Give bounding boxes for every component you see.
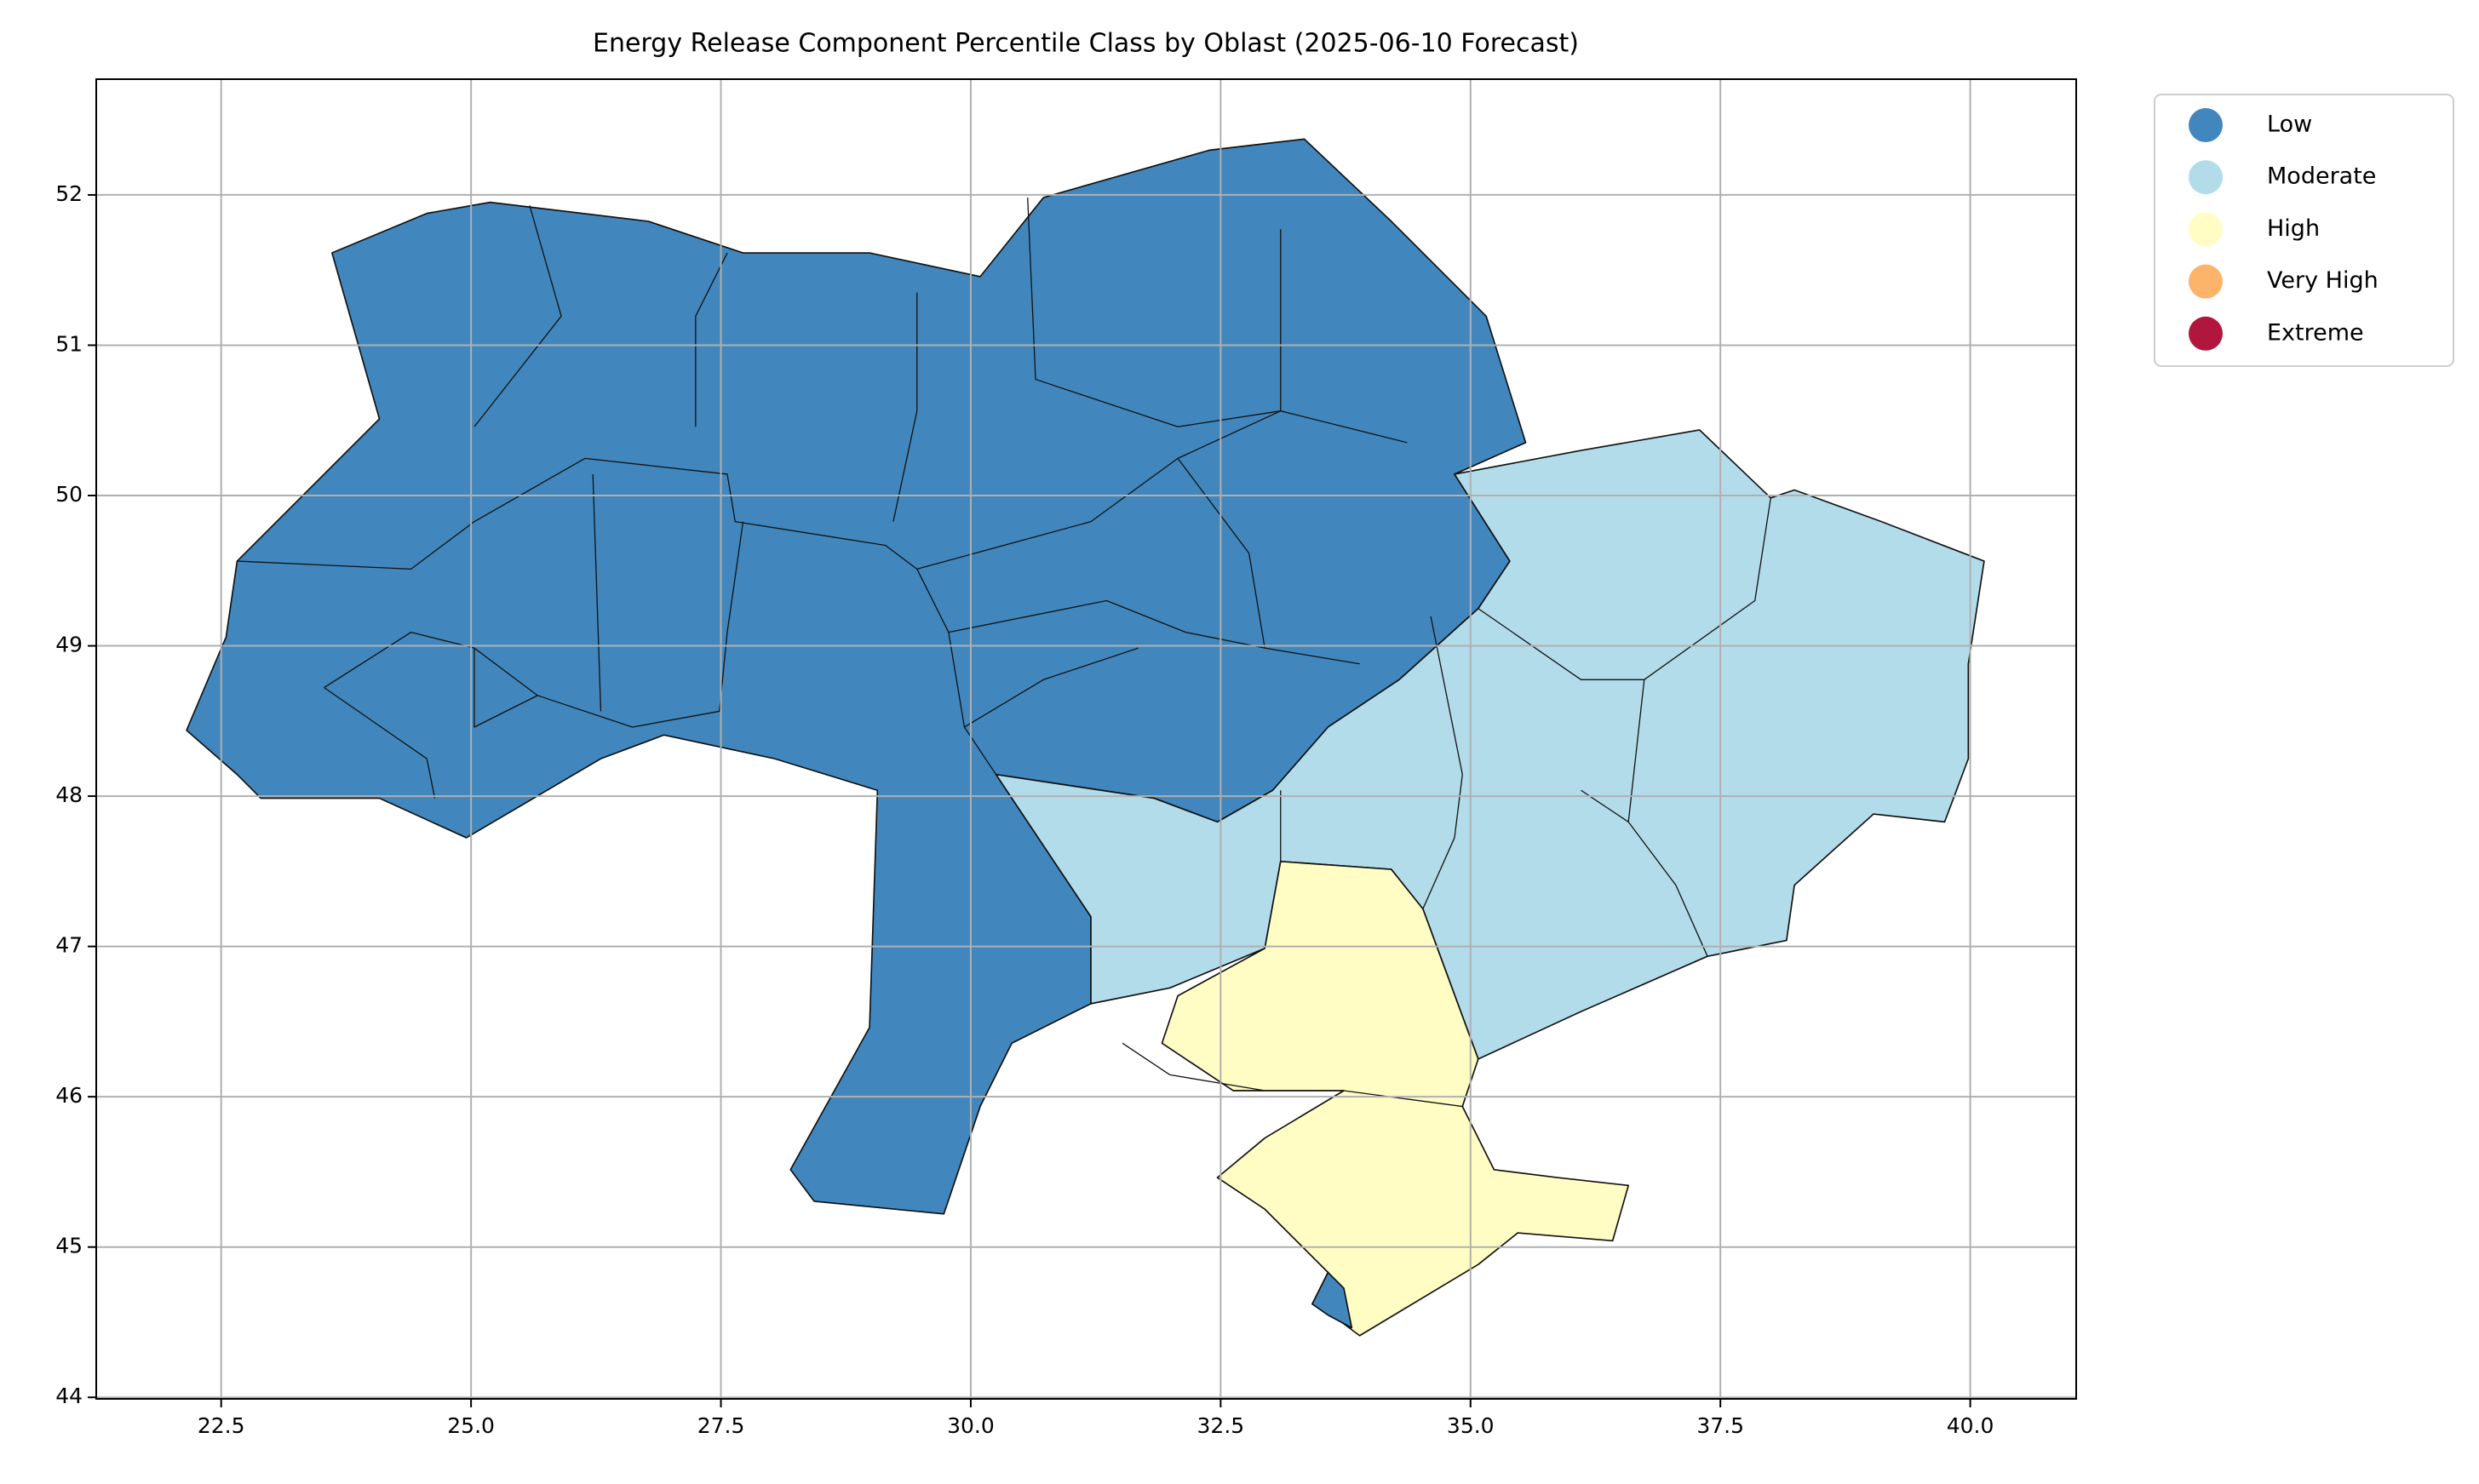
oblast-border [237,521,475,570]
legend-label: Low [2267,112,2312,138]
x-tick-label: 30.0 [947,1413,995,1438]
oblast-border [1422,616,1463,909]
legend-marker [2189,316,2223,351]
y-tick-label: 51 [55,331,83,356]
chart-title: Energy Release Component Percentile Clas… [593,29,1579,59]
oblast-border [964,647,1139,728]
oblast-border [473,410,1408,570]
y-tick-label: 46 [55,1083,83,1108]
y-tick-label: 48 [55,782,83,807]
oblast-border [473,648,538,728]
oblast-border [1478,608,1644,680]
oblast-border [1627,497,1771,957]
oblast-border [695,252,728,427]
y-tick-label: 49 [55,633,83,657]
oblast-border [1343,1090,1463,1108]
legend-label: Very High [2267,267,2379,294]
legend-marker [2189,264,2223,299]
legend [2154,94,2454,367]
oblast-border [473,205,562,427]
region-low [1311,1271,1353,1329]
y-tick-label: 52 [55,181,83,206]
map [186,138,1985,1337]
x-tick-label: 22.5 [198,1413,245,1438]
x-tick-label: 35.0 [1447,1413,1495,1438]
oblast-border [1027,198,1282,427]
legend-marker [2189,108,2223,142]
axes-frame [95,78,2077,1400]
oblast-border [1177,457,1265,649]
y-tick-label: 50 [55,482,83,507]
oblast-border [324,687,436,799]
x-tick-label: 27.5 [697,1413,745,1438]
oblast-border [592,473,602,712]
legend-label: High [2267,215,2320,242]
legend-label: Moderate [2267,163,2376,190]
oblast-border [916,569,997,776]
oblast-border [948,599,1360,665]
x-tick-label: 32.5 [1197,1413,1245,1438]
x-tick-label: 40.0 [1947,1413,1994,1438]
y-tick-label: 44 [55,1384,83,1408]
legend-marker [2189,160,2223,195]
oblast-border [892,292,918,522]
coast-line [1122,1042,1265,1092]
legend-marker [2189,212,2223,247]
x-tick-label: 25.0 [447,1413,495,1438]
x-tick-label: 37.5 [1696,1413,1744,1438]
legend-label: Extreme [2267,319,2364,346]
y-tick-label: 45 [55,1234,83,1258]
y-tick-label: 47 [55,933,83,958]
